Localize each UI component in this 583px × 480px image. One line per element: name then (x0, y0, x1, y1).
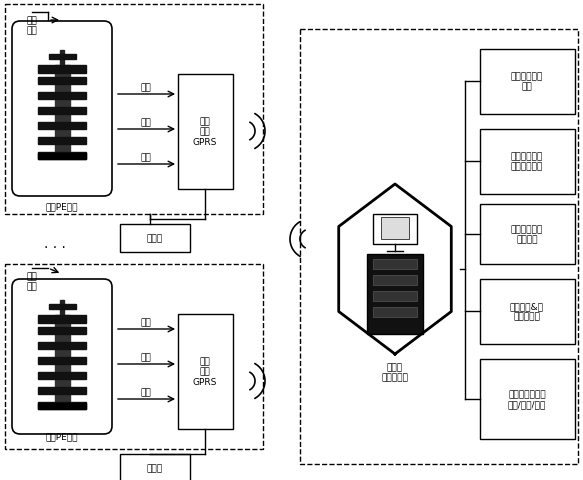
Text: 流量计: 流量计 (147, 464, 163, 472)
Text: 通讯
模块
GPRS: 通讯 模块 GPRS (193, 117, 217, 146)
Bar (38, 152, 86, 160)
Text: 流量: 流量 (141, 388, 152, 396)
Bar (373, 307, 417, 317)
Text: 管网泄漏&定
位分析模型: 管网泄漏&定 位分析模型 (510, 301, 544, 321)
Bar (367, 254, 423, 334)
Bar (38, 387, 86, 394)
Text: 运行管理与人机
交互/预警/控制: 运行管理与人机 交互/预警/控制 (508, 389, 546, 409)
Bar (38, 327, 86, 334)
Bar (38, 154, 86, 160)
Bar (38, 372, 86, 379)
Bar (373, 215, 417, 244)
Bar (120, 225, 190, 252)
Bar (373, 260, 417, 269)
Bar (54, 66, 69, 156)
Bar (59, 300, 64, 315)
Bar (178, 75, 233, 190)
Text: 智能PE球阀: 智能PE球阀 (45, 202, 78, 211)
Text: 温度: 温度 (141, 118, 152, 127)
Bar (38, 342, 86, 349)
FancyBboxPatch shape (12, 22, 112, 197)
Text: 总控室
网络服务器: 总控室 网络服务器 (381, 362, 409, 382)
Bar (38, 122, 86, 130)
Text: · · ·: · · · (44, 240, 66, 254)
Text: 燃气管网拓扑
结构: 燃气管网拓扑 结构 (511, 72, 543, 92)
Text: 通讯
模块
GPRS: 通讯 模块 GPRS (193, 356, 217, 386)
Bar (48, 55, 76, 60)
Text: 压力: 压力 (141, 84, 152, 92)
Bar (38, 357, 86, 364)
Bar (480, 50, 575, 115)
Text: 燃气管网基础
（工作）参数: 燃气管网基础 （工作）参数 (511, 152, 543, 171)
Text: 控制
指令: 控制 指令 (27, 271, 37, 291)
Bar (38, 92, 86, 100)
Bar (38, 66, 86, 73)
Bar (38, 403, 86, 409)
Bar (59, 51, 64, 66)
Bar (38, 315, 86, 323)
Bar (480, 204, 575, 264)
Bar (373, 276, 417, 286)
Text: 管网工作参数
仿真模型: 管网工作参数 仿真模型 (511, 225, 543, 244)
Text: 智能PE球阀: 智能PE球阀 (45, 432, 78, 441)
Bar (480, 359, 575, 439)
Bar (120, 454, 190, 480)
Bar (480, 279, 575, 344)
Bar (38, 77, 86, 85)
Text: 压力: 压力 (141, 318, 152, 327)
Bar (178, 314, 233, 429)
FancyBboxPatch shape (12, 279, 112, 434)
Text: 流量计: 流量计 (147, 234, 163, 243)
Bar (48, 304, 76, 310)
Text: 温度: 温度 (141, 353, 152, 362)
Bar (54, 315, 69, 406)
Bar (38, 107, 86, 115)
Bar (480, 130, 575, 194)
Bar (5, 5, 263, 215)
Bar (373, 291, 417, 301)
Bar (5, 264, 263, 449)
Bar (381, 217, 409, 240)
Text: 控制
指令: 控制 指令 (27, 16, 37, 36)
Bar (38, 137, 86, 144)
Bar (300, 30, 578, 464)
Text: 流量: 流量 (141, 153, 152, 162)
Bar (38, 402, 86, 409)
